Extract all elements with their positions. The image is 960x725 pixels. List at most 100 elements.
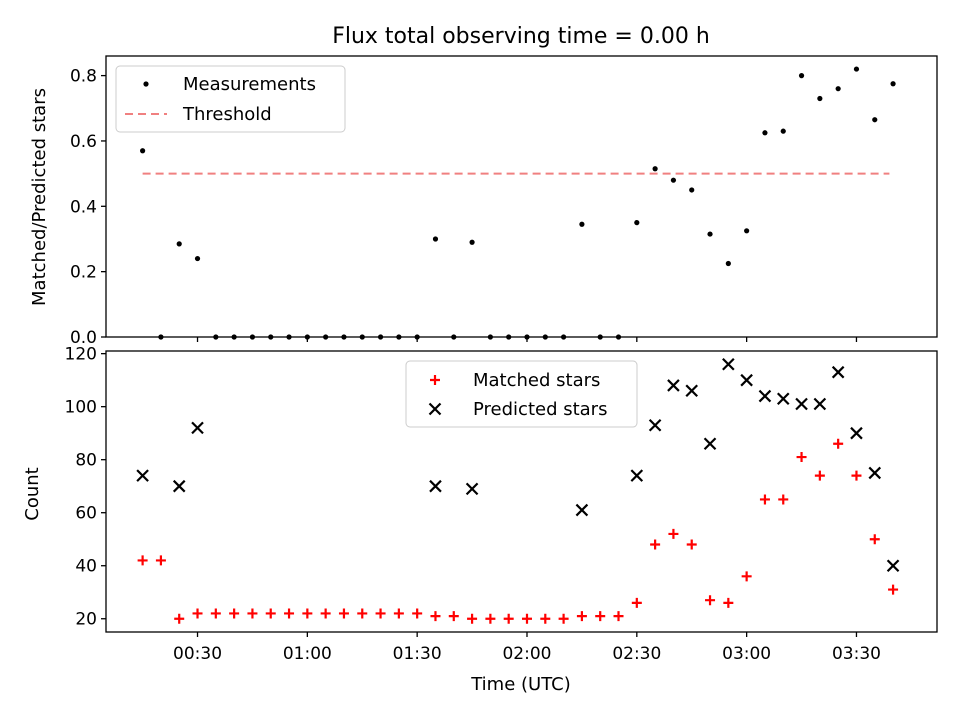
matched-star-point (320, 608, 331, 619)
predicted-star-point (648, 418, 662, 432)
matched-star-point (814, 470, 825, 481)
predicted-star-point (685, 384, 699, 398)
matched-star-point (833, 438, 844, 449)
matched-star-point (595, 611, 606, 622)
measurement-point (762, 130, 768, 136)
matched-star-point (741, 571, 752, 582)
predicted-star-point (630, 469, 644, 482)
matched-star-point (558, 613, 569, 624)
matched-star-point (485, 613, 496, 624)
predicted-star-point (850, 426, 863, 440)
predicted-star-point (136, 469, 149, 482)
matched-star-point (155, 555, 166, 566)
matched-star-point (705, 595, 716, 606)
matched-star-point (375, 608, 386, 619)
bottom-legend: Matched stars Predicted stars (405, 360, 638, 428)
bottom-y-tick-label: 80 (75, 451, 97, 471)
matched-star-point (210, 608, 221, 619)
measurement-point (670, 177, 677, 183)
matched-star-point (540, 613, 551, 624)
measurement-point (579, 221, 585, 227)
x-axis-label: Time (UTC) (470, 674, 571, 695)
measurement-point (798, 73, 805, 79)
matched-star-point (851, 470, 862, 481)
predicted-star-point (868, 466, 882, 480)
measurement-point (432, 236, 439, 242)
matched-star-point (137, 555, 148, 566)
matched-star-point (888, 584, 899, 595)
bottom-plot-frame (105, 350, 938, 633)
matched-star-point (302, 608, 313, 619)
bottom-y-tick-label: 120 (65, 345, 97, 365)
matched-star-point (668, 528, 679, 539)
top-panel: 0.0 0.2 0.4 0.6 0.8 Measurements Threshold (70, 55, 938, 348)
predicted-star-point (429, 479, 442, 493)
predicted-star-point (886, 559, 900, 573)
bottom-x-tick-label: 00:30 (173, 644, 222, 664)
matched-star-point (430, 611, 441, 622)
matched-star-point (357, 608, 368, 619)
matched-star-point (229, 608, 240, 619)
measurement-point (140, 148, 146, 154)
measurement-point (176, 241, 182, 247)
matched-star-point (796, 452, 807, 463)
measurement-point (634, 220, 640, 226)
chart-title: Flux total observing time = 0.00 h (332, 24, 710, 49)
matched-star-point (759, 494, 770, 505)
predicted-star-point (831, 365, 845, 379)
matched-star-point (869, 534, 880, 545)
predicted-star-point (795, 397, 808, 411)
measurement-point (707, 231, 713, 237)
matched-star-point (265, 608, 276, 619)
predicted-star-point (703, 437, 717, 451)
top-legend-box (115, 65, 346, 133)
top-y-tick-label: 0.6 (70, 132, 97, 152)
bottom-x-tick-label: 01:30 (393, 644, 442, 664)
predicted-star-point (172, 479, 186, 493)
measurement-point (817, 95, 823, 102)
top-legend: Measurements Threshold (115, 65, 346, 133)
matched-star-point (412, 608, 423, 619)
legend-measurements-label: Measurements (183, 74, 316, 95)
measurement-point (835, 86, 841, 92)
legend-predicted-label: Predicted stars (473, 399, 607, 420)
matched-star-point (613, 611, 624, 622)
predicted-star-point (813, 397, 827, 411)
matched-star-point (467, 613, 478, 624)
legend-threshold-label: Threshold (182, 104, 272, 125)
measurement-point (780, 128, 786, 134)
bottom-y-tick-label: 60 (75, 504, 97, 524)
matched-star-point (338, 608, 349, 619)
matched-star-point (778, 494, 789, 505)
matched-star-point (723, 597, 734, 608)
bottom-x-tick-label: 02:00 (502, 644, 551, 664)
bottom-x-tick-label: 03:30 (832, 644, 881, 664)
bottom-x-tick-label: 03:00 (722, 644, 771, 664)
top-y-tick-label: 0.4 (70, 197, 97, 217)
measurement-point (689, 187, 695, 193)
bottom-panel: 20 40 60 80 100 120 00:30 01:00 01:30 02:00 02:30 0… (65, 345, 938, 664)
bottom-y-tick-label: 20 (75, 610, 97, 630)
top-y-tick-label: 0.0 (70, 328, 97, 348)
predicted-star-point (740, 373, 753, 387)
legend-matched-marker (430, 375, 440, 385)
bottom-y-axis-label: Count (22, 467, 43, 520)
bottom-y-tick-label: 100 (65, 398, 97, 418)
predicted-star-point (575, 503, 589, 517)
matched-star-point (521, 613, 532, 624)
predicted-star-point (465, 482, 479, 496)
matched-star-point (393, 608, 404, 619)
predicted-star-point (758, 389, 772, 403)
bottom-x-tick-label: 01:00 (283, 644, 332, 664)
legend-measurement-marker (143, 81, 149, 87)
measurement-point (872, 117, 878, 123)
matched-star-point (284, 608, 295, 619)
matched-star-point (686, 539, 697, 550)
predicted-star-point (667, 379, 680, 392)
measurement-point (890, 81, 896, 87)
measurement-point (652, 166, 658, 172)
measurement-point (725, 260, 731, 267)
predicted-star-point (191, 421, 204, 435)
